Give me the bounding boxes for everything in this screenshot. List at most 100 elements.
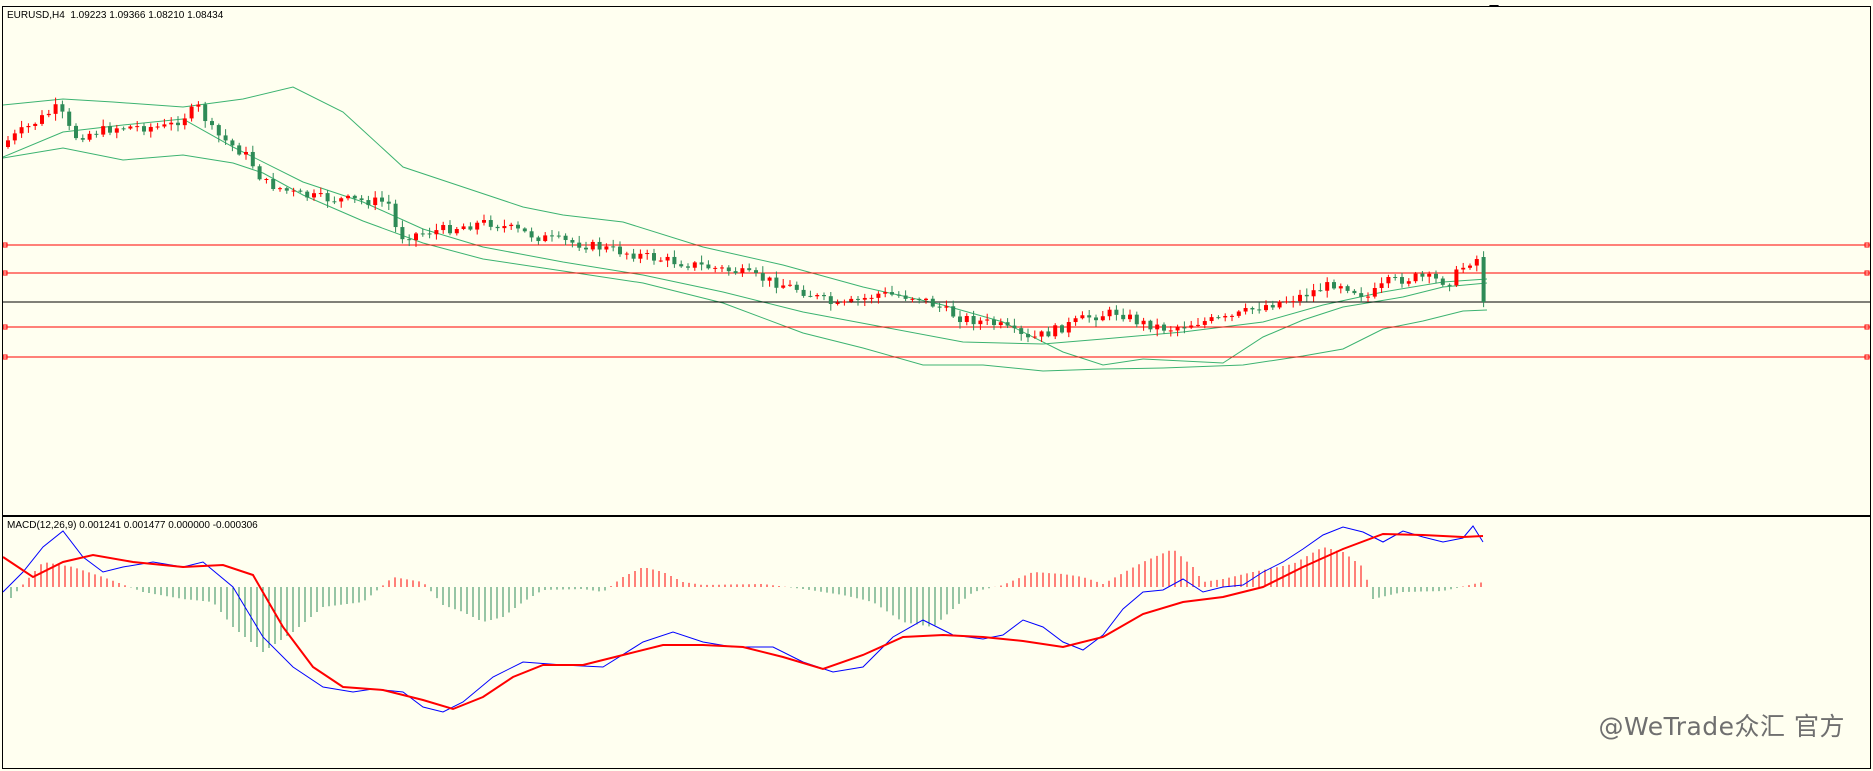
- price-pane[interactable]: EURUSD,H4 1.09223 1.09366 1.08210 1.0843…: [2, 6, 1871, 516]
- candle-body: [760, 272, 765, 281]
- candle-body: [1162, 324, 1166, 331]
- candle-body: [454, 229, 459, 234]
- candle-body: [658, 260, 663, 262]
- candle-body: [794, 284, 799, 290]
- candle-body: [359, 198, 364, 201]
- bollinger-middle-band: [3, 118, 1488, 345]
- candle-body: [686, 266, 690, 268]
- candle-body: [998, 322, 1003, 326]
- candle-body: [624, 253, 629, 255]
- candle-body: [1284, 301, 1289, 303]
- candle-body: [1230, 315, 1234, 317]
- candle-body: [87, 133, 92, 140]
- candle-body: [1100, 316, 1105, 321]
- candle-body: [618, 246, 622, 255]
- candle-body: [1352, 290, 1357, 294]
- price-chart-canvas[interactable]: [3, 7, 1870, 515]
- candle-body: [318, 193, 323, 195]
- candle-body: [223, 135, 228, 141]
- macd-chart-canvas[interactable]: [3, 517, 1870, 768]
- candle-body: [611, 246, 616, 248]
- candle-body: [1148, 320, 1153, 330]
- bollinger-lower-band: [3, 147, 1488, 372]
- candle-body: [597, 241, 602, 250]
- candle-body: [822, 295, 826, 297]
- candle-body: [1236, 311, 1241, 316]
- candle-body: [1168, 330, 1173, 332]
- candle-body: [1134, 314, 1139, 325]
- candle-body: [26, 125, 31, 128]
- candle-body: [944, 306, 949, 308]
- level-line-handle-right[interactable]: [1864, 270, 1870, 276]
- candle-body: [1345, 286, 1350, 291]
- candle-body: [1128, 314, 1132, 320]
- candle-body: [19, 127, 24, 134]
- candle-body: [94, 133, 99, 135]
- candle-body: [196, 104, 201, 107]
- level-line-handle-right[interactable]: [1864, 242, 1870, 248]
- candle-body: [1060, 325, 1064, 333]
- candle-body: [1019, 328, 1024, 334]
- candle-body: [468, 226, 473, 230]
- candle-body: [522, 228, 527, 232]
- candle-body: [121, 128, 126, 130]
- candle-body: [312, 193, 316, 198]
- level-line-handle-left[interactable]: [3, 324, 8, 330]
- candle-body: [298, 190, 303, 192]
- candle-body: [706, 264, 711, 269]
- candle-body: [271, 179, 276, 190]
- candle-body: [12, 133, 17, 141]
- candle-body: [550, 235, 554, 237]
- candle-body: [352, 195, 357, 199]
- candle-body: [1447, 284, 1452, 286]
- candle-body: [237, 145, 242, 155]
- candle-body: [1393, 276, 1398, 278]
- candle-body: [1461, 267, 1466, 270]
- candle-body: [1427, 273, 1432, 277]
- candle-body: [516, 224, 520, 229]
- candle-body: [53, 104, 58, 114]
- level-line-handle-right[interactable]: [1864, 354, 1870, 360]
- candle-body: [101, 126, 106, 135]
- price-pane-label: EURUSD,H4 1.09223 1.09366 1.08210 1.0843…: [7, 10, 224, 21]
- candle-body: [1257, 309, 1262, 311]
- candle-body: [1454, 269, 1459, 286]
- candle-body: [461, 226, 466, 230]
- candle-body: [210, 121, 214, 126]
- candle-body: [1189, 325, 1194, 328]
- level-line-handle-right[interactable]: [1864, 324, 1870, 330]
- bollinger-upper-band: [3, 86, 1488, 366]
- candle-body: [244, 151, 248, 155]
- macd-pane[interactable]: MACD(12,26,9) 0.001241 0.001477 0.000000…: [2, 516, 1871, 769]
- level-line-handle-left[interactable]: [3, 354, 8, 360]
- level-line-handle-left[interactable]: [3, 242, 8, 248]
- candle-body: [985, 319, 990, 321]
- candle-body: [1216, 317, 1221, 319]
- candle-body: [278, 188, 282, 190]
- candle-body: [672, 256, 677, 265]
- candle-body: [1026, 333, 1030, 338]
- level-line-handle-left[interactable]: [3, 270, 8, 276]
- candle-body: [407, 239, 412, 241]
- candle-body: [1372, 288, 1377, 297]
- candle-body: [1196, 324, 1200, 326]
- candle-body: [284, 188, 289, 191]
- candle-body: [638, 253, 643, 259]
- candle-body: [930, 298, 935, 307]
- time-scroll-ruler: [0, 0, 1873, 6]
- candle-body: [876, 293, 881, 298]
- candle-body: [1298, 294, 1302, 302]
- candle-body: [869, 297, 874, 299]
- candle-body: [250, 151, 255, 167]
- candle-body: [992, 319, 996, 326]
- candle-body: [958, 316, 962, 323]
- candle-body: [1291, 301, 1296, 303]
- candle-body: [1209, 317, 1214, 322]
- candle-body: [1379, 283, 1384, 289]
- candle-body: [951, 306, 956, 317]
- candle-body: [135, 126, 140, 128]
- candle-body: [339, 198, 344, 202]
- candle-body: [781, 285, 786, 288]
- candle-body: [393, 203, 398, 228]
